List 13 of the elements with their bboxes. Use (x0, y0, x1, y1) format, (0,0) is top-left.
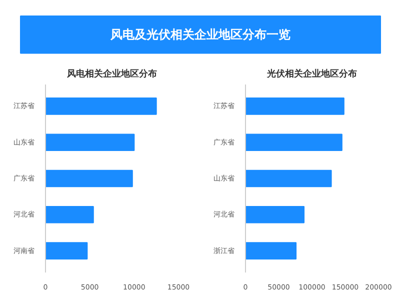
bar (246, 170, 332, 188)
bar (46, 134, 135, 151)
bar (46, 98, 157, 115)
text: 风电及光伏相关企业地区分布一览 (110, 28, 290, 42)
bar (246, 206, 305, 224)
bar (46, 206, 94, 224)
bar (46, 242, 88, 260)
bar (246, 98, 344, 115)
bar (246, 242, 297, 260)
chart-title: 光伏相关企业地区分布 (266, 68, 357, 80)
bar (246, 134, 342, 151)
chart-title: 风电相关企业地区分布 (66, 68, 157, 80)
bar (46, 170, 133, 188)
